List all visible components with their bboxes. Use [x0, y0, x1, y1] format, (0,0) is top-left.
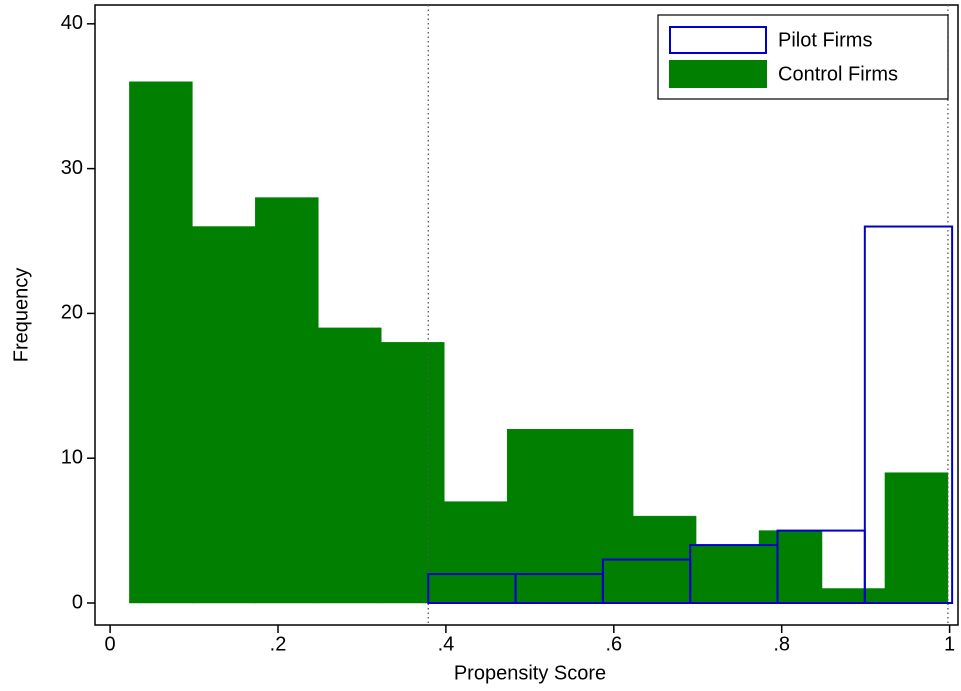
x-tick-label: .4 [438, 633, 455, 655]
plot-frame [94, 4, 959, 626]
legend-swatch [669, 26, 767, 54]
x-tick-label: 1 [944, 633, 955, 655]
y-tick-label: 40 [61, 12, 83, 34]
y-tick-label: 20 [61, 302, 83, 324]
legend-label: Control Firms [778, 63, 898, 85]
x-tick-label: .6 [605, 633, 622, 655]
y-tick-label: 0 [72, 591, 83, 613]
legend-label: Pilot Firms [778, 29, 872, 51]
bar [129, 81, 193, 604]
bar [192, 226, 256, 604]
y-tick-label: 30 [61, 157, 83, 179]
legend-swatch [669, 60, 767, 88]
bar [695, 544, 760, 604]
bar [863, 225, 954, 604]
y-axis-label: Frequency [10, 268, 32, 363]
x-tick-label: .8 [773, 633, 790, 655]
bar [381, 342, 445, 604]
bar [884, 472, 949, 604]
bar [318, 327, 382, 604]
y-tick-label: 10 [61, 446, 83, 468]
bar [443, 501, 508, 604]
x-axis-label: Propensity Score [454, 662, 606, 684]
bar [821, 588, 886, 604]
bar [255, 197, 319, 604]
bar [506, 428, 571, 604]
bar [569, 428, 634, 604]
bar [758, 530, 823, 604]
x-tick-label: 0 [105, 633, 116, 655]
x-tick-label: .2 [270, 633, 287, 655]
